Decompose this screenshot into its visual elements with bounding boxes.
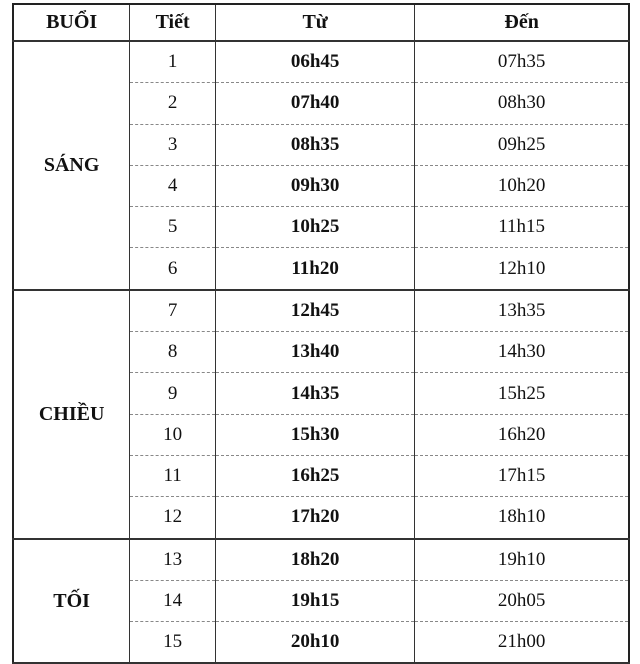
table-row: CHIỀU 7 12h45 13h35 (12, 289, 630, 540)
table-row: 3 08h35 09h25 (13, 124, 630, 166)
table-row: 2 07h40 08h30 (13, 82, 630, 125)
to-cell: 18h10 (414, 496, 630, 540)
period-cell: 3 (129, 124, 216, 166)
to-cell: 11h15 (414, 206, 630, 249)
period-cell: 13 (129, 538, 216, 581)
from-cell: 12h45 (214, 289, 416, 333)
from-cell: 08h35 (214, 124, 416, 166)
header-row: BUỔI Tiết Từ Đến (12, 3, 630, 42)
from-cell: 20h10 (214, 621, 416, 664)
from-cell: 11h20 (214, 247, 416, 291)
from-cell: 10h25 (214, 206, 416, 249)
header-session: BUỔI (12, 3, 131, 42)
from-cell: 16h25 (214, 455, 416, 498)
table-row: 8 13h40 14h30 (13, 331, 630, 374)
header-period: Tiết (129, 3, 216, 42)
period-cell: 8 (129, 331, 216, 374)
to-cell: 14h30 (414, 331, 630, 374)
header-to: Đến (414, 3, 630, 42)
from-cell: 06h45 (214, 41, 416, 84)
period-cell: 12 (129, 496, 216, 540)
to-cell: 16h20 (414, 414, 630, 456)
period-cell: 6 (129, 247, 216, 291)
period-cell: 5 (129, 206, 216, 249)
to-cell: 13h35 (414, 289, 630, 333)
from-cell: 15h30 (214, 414, 416, 456)
session-cell: TỐI (12, 538, 131, 664)
from-cell: 14h35 (214, 372, 416, 415)
period-cell: 14 (129, 580, 216, 623)
session-cell: SÁNG (12, 41, 131, 291)
to-cell: 15h25 (414, 372, 630, 415)
period-cell: 1 (129, 41, 216, 84)
session-cell: CHIỀU (12, 289, 131, 540)
table-row: 15 20h10 21h00 (13, 621, 630, 664)
period-cell: 10 (129, 414, 216, 456)
from-cell: 13h40 (214, 331, 416, 374)
table-row: 9 14h35 15h25 (13, 372, 630, 415)
table-row: TỐI 13 18h20 19h10 (12, 538, 630, 664)
from-cell: 09h30 (214, 165, 416, 208)
to-cell: 10h20 (414, 165, 630, 208)
schedule-table: BUỔI Tiết Từ Đến SÁNG 1 06h45 07h35 2 07h40 08… (12, 3, 630, 664)
to-cell: 12h10 (414, 247, 630, 291)
to-cell: 09h25 (414, 124, 630, 166)
from-cell: 17h20 (214, 496, 416, 540)
table-row: 5 10h25 11h15 (13, 206, 630, 249)
header-from: Từ (214, 3, 416, 42)
period-cell: 9 (129, 372, 216, 415)
period-cell: 2 (129, 82, 216, 125)
table-row: 14 19h15 20h05 (13, 580, 630, 623)
period-cell: 11 (129, 455, 216, 498)
to-cell: 19h10 (414, 538, 630, 581)
from-cell: 07h40 (214, 82, 416, 125)
to-cell: 17h15 (414, 455, 630, 498)
period-cell: 15 (129, 621, 216, 664)
table-row: 10 15h30 16h20 (13, 414, 630, 456)
table-row: 11 16h25 17h15 (13, 455, 630, 498)
period-cell: 4 (129, 165, 216, 208)
to-cell: 08h30 (414, 82, 630, 125)
to-cell: 20h05 (414, 580, 630, 623)
to-cell: 07h35 (414, 41, 630, 84)
table-row: SÁNG 1 06h45 07h35 (12, 41, 630, 291)
from-cell: 18h20 (214, 538, 416, 581)
table-row: 4 09h30 10h20 (13, 165, 630, 208)
period-cell: 7 (129, 289, 216, 333)
from-cell: 19h15 (214, 580, 416, 623)
table-row: 6 11h20 12h10 (13, 247, 630, 291)
to-cell: 21h00 (414, 621, 630, 664)
table-row: 12 17h20 18h10 (13, 496, 630, 540)
